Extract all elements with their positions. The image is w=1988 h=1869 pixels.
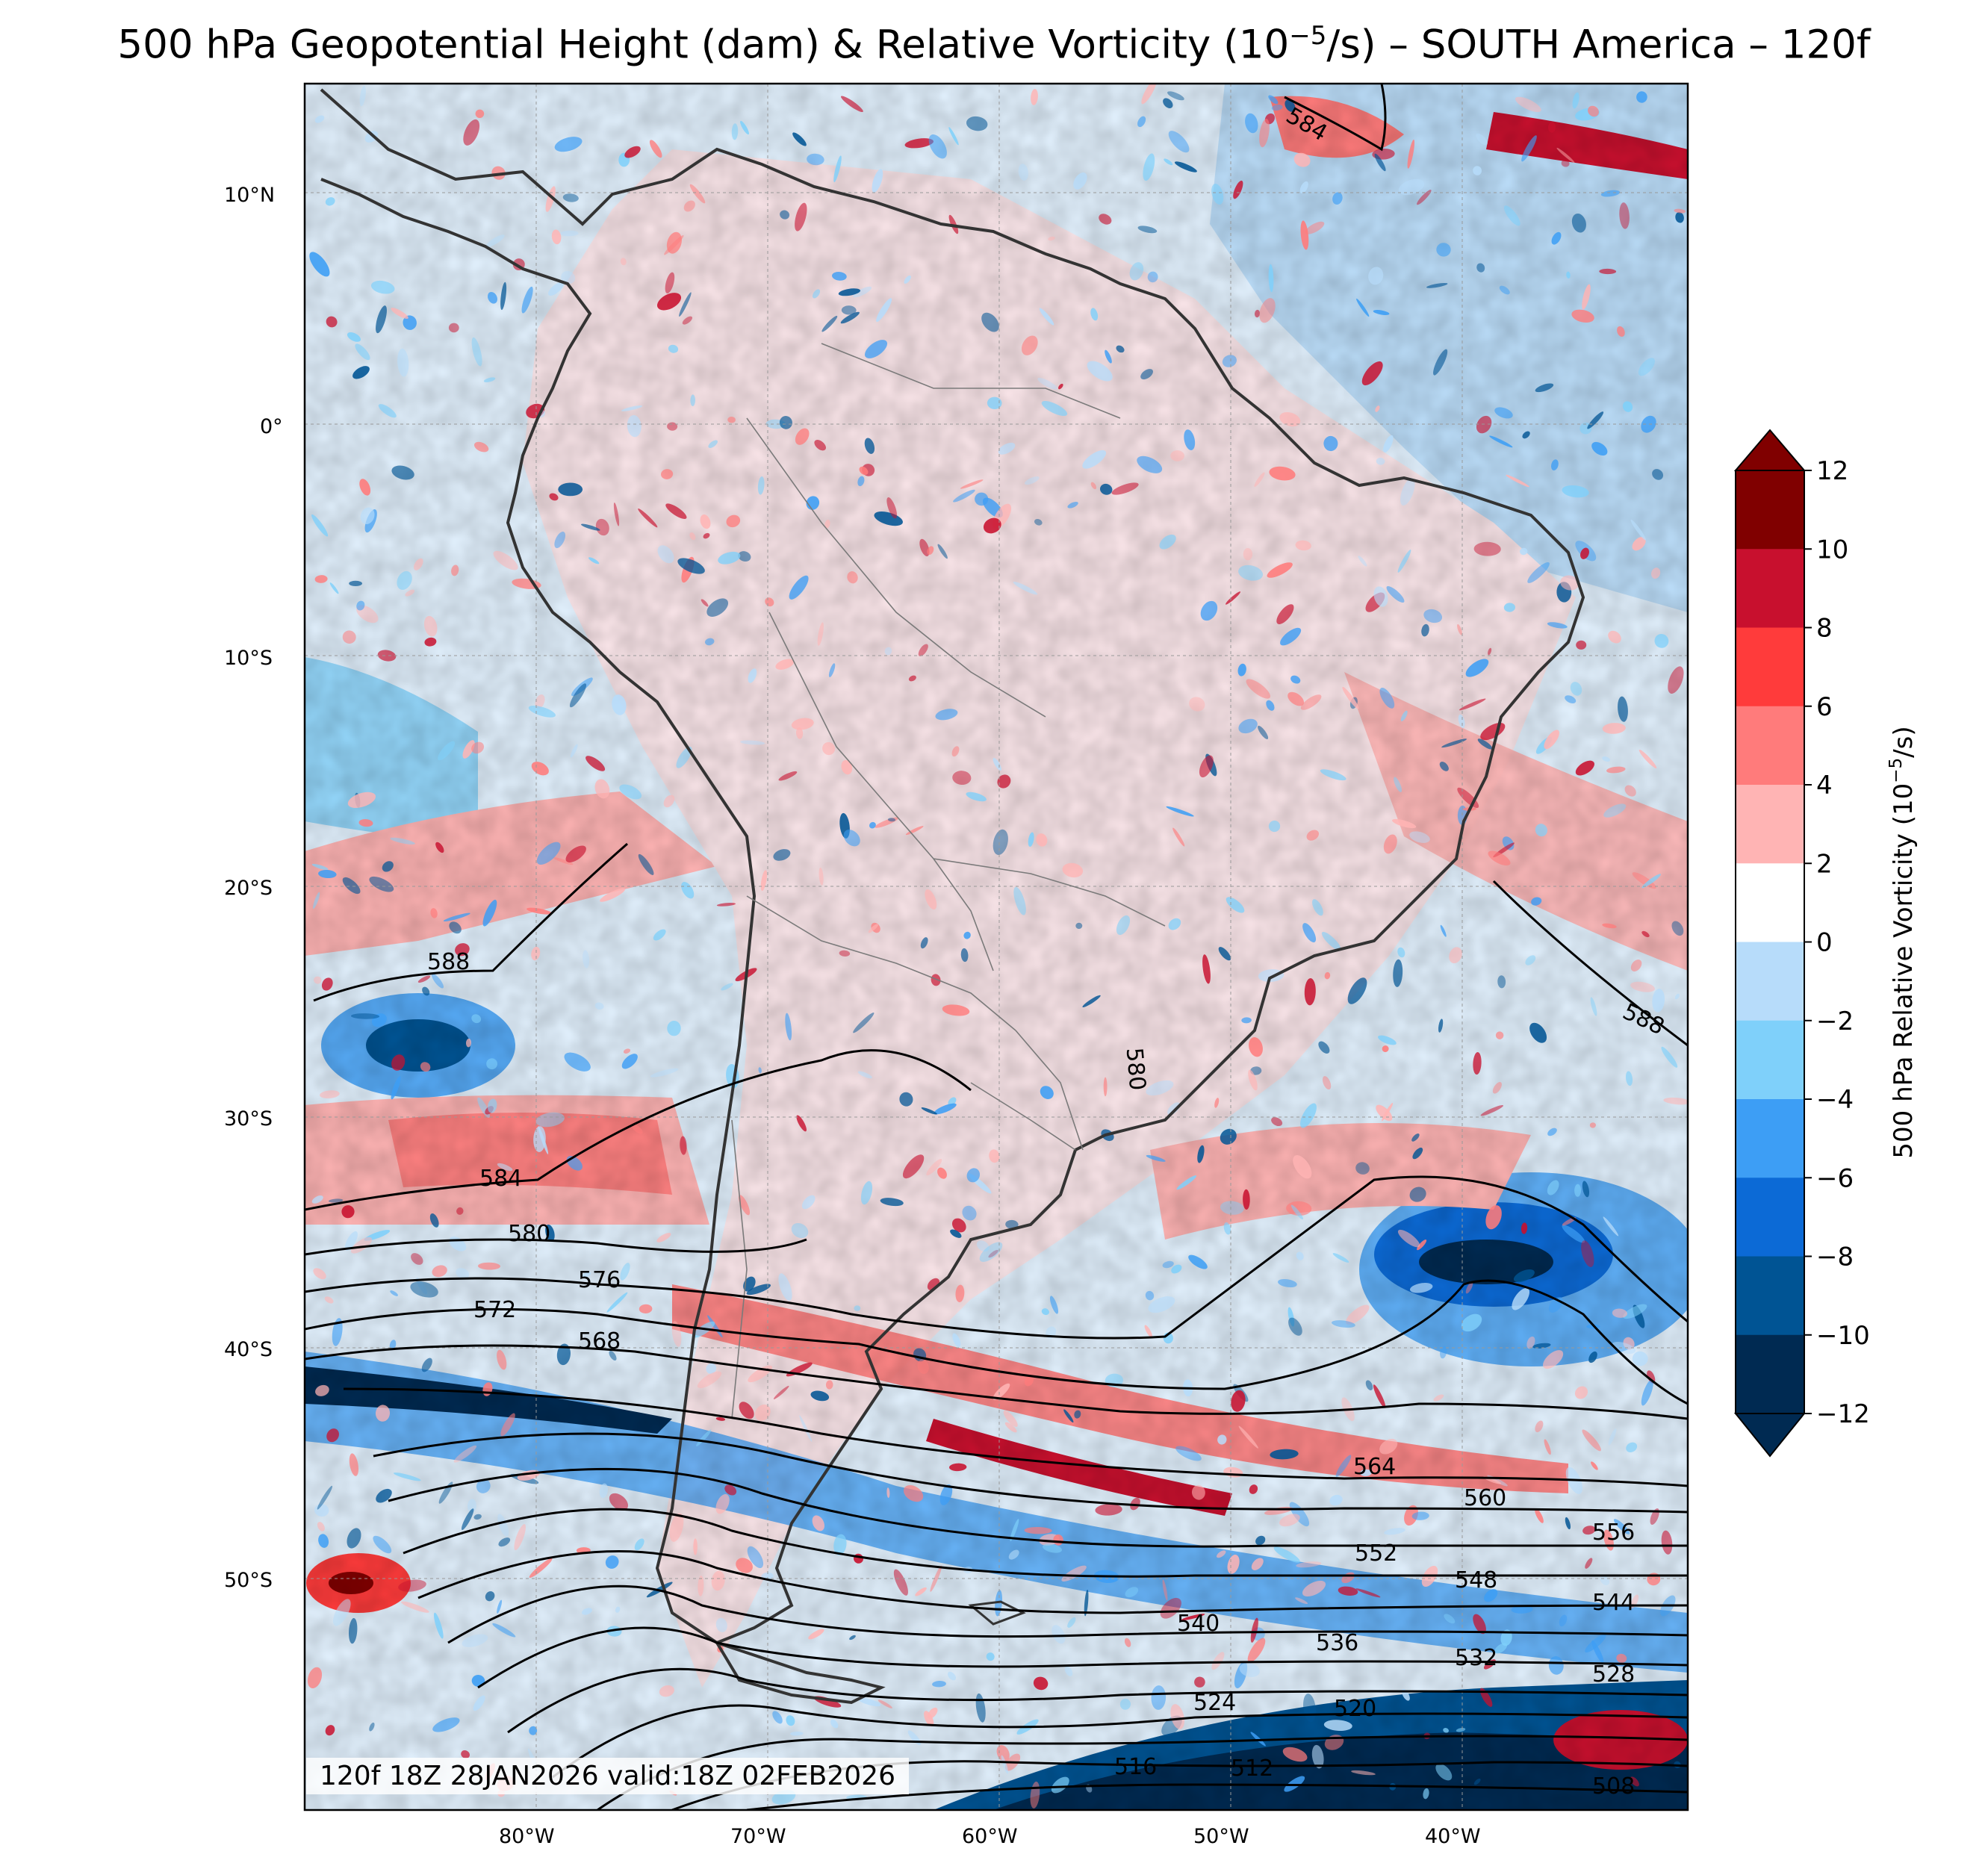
map-title: 500 hPa Geopotential Height (dam) & Rela…	[117, 21, 1871, 68]
colorbar-tick-label: 2	[1816, 849, 1833, 879]
colorbar-segment	[1736, 1178, 1804, 1257]
lat-label: 40°S	[224, 1338, 273, 1361]
height-label: 508	[1592, 1773, 1635, 1800]
height-label: 560	[1464, 1485, 1506, 1511]
colorbar-segment	[1736, 627, 1804, 707]
height-label: 512	[1231, 1756, 1273, 1782]
country-borders	[731, 343, 1166, 1419]
colorbar-tick-label: −4	[1816, 1085, 1854, 1115]
colorbar-tick-label: −8	[1816, 1243, 1854, 1272]
lat-label: 10°N	[224, 184, 275, 207]
lon-label: 40°W	[1425, 1825, 1481, 1848]
run-info-label: 120f 18Z 28JAN2026 valid:18Z 02FEB2026	[306, 1758, 909, 1794]
height-label: 540	[1177, 1611, 1220, 1637]
height-label: 580	[508, 1221, 550, 1247]
colorbar-segment	[1736, 1099, 1804, 1178]
geopotential-height-contours	[305, 84, 1688, 1810]
lat-label: 0°	[260, 415, 283, 438]
lon-label: 70°W	[730, 1825, 786, 1848]
height-label: 544	[1592, 1590, 1635, 1616]
height-label: 564	[1353, 1454, 1396, 1480]
lat-label: 10°S	[224, 647, 273, 670]
vorticity-specks	[307, 84, 1688, 1809]
lon-label: 60°W	[962, 1825, 1018, 1848]
colorbar-max-arrow	[1733, 429, 1807, 471]
vorticity-field	[305, 84, 1688, 1810]
colorbar-tick-label: −2	[1816, 1007, 1854, 1036]
colorbar-tick-label: −6	[1816, 1163, 1854, 1193]
colorbar-tick-label: 6	[1816, 692, 1833, 722]
colorbar-tick-label: −12	[1816, 1399, 1870, 1429]
colorbar-segment	[1736, 1334, 1804, 1414]
coastline	[320, 88, 1585, 1645]
colorbar-segment	[1736, 942, 1804, 1021]
height-label: 556	[1592, 1520, 1635, 1546]
falklands-coast	[968, 1600, 1026, 1626]
colorbar-tick-label: 0	[1816, 928, 1833, 958]
colorbar-segment	[1736, 785, 1804, 864]
height-label: 584	[479, 1166, 522, 1192]
colorbar-tick-label: 12	[1816, 456, 1848, 486]
height-label: 524	[1193, 1690, 1236, 1716]
colorbar-segment	[1736, 863, 1804, 942]
colorbar-segment	[1736, 549, 1804, 628]
height-label: 580	[1121, 1047, 1151, 1092]
height-label: 548	[1455, 1567, 1497, 1593]
lon-label: 50°W	[1193, 1825, 1249, 1848]
longitude-labels: 80°W 70°W 60°W 50°W 40°W	[499, 1825, 1481, 1848]
colorbar-segment	[1736, 470, 1804, 550]
graticule	[305, 84, 1688, 1810]
height-label: 536	[1316, 1630, 1358, 1656]
colorbar-label: 500 hPa Relative Vorticity (10−5/s)	[1886, 726, 1919, 1158]
colorbar-segment	[1736, 706, 1804, 786]
height-label: 572	[473, 1297, 516, 1323]
colorbar-tick-label: −10	[1816, 1321, 1870, 1351]
height-label: 568	[578, 1328, 621, 1355]
colorbar-segment	[1736, 1020, 1804, 1100]
colorbar-tick-label: 4	[1816, 771, 1833, 800]
height-label: 588	[427, 949, 470, 975]
lat-label: 20°S	[224, 877, 273, 900]
lon-label: 80°W	[499, 1825, 555, 1848]
colorbar-tick-label: 10	[1816, 535, 1848, 565]
height-label: 576	[578, 1267, 621, 1293]
lat-label: 30°S	[224, 1107, 273, 1131]
height-label: 552	[1355, 1540, 1397, 1567]
colorbar-min-arrow	[1733, 1413, 1807, 1458]
map-frame	[303, 82, 1689, 1812]
latitude-labels: 10°N 0° 10°S 20°S 30°S 40°S 50°S	[224, 184, 283, 1592]
vorticity-colorbar: 12 10 8 6 4 2 0 −2 −4 −6 −8 −10 −12 500 hPa Relative…	[1733, 429, 1919, 1458]
height-label: 532	[1455, 1645, 1497, 1671]
colorbar-tick-label: 8	[1816, 614, 1833, 644]
map-plot-area: 588 588 584 584 580 576 572 568 564 560 …	[305, 84, 1688, 1810]
lat-label: 50°S	[224, 1569, 273, 1592]
tierra-del-fuego-coast	[713, 1640, 886, 1705]
height-label: 528	[1592, 1661, 1635, 1688]
height-label: 516	[1114, 1754, 1157, 1780]
height-label: 520	[1334, 1696, 1376, 1722]
colorbar-segment	[1736, 1256, 1804, 1336]
